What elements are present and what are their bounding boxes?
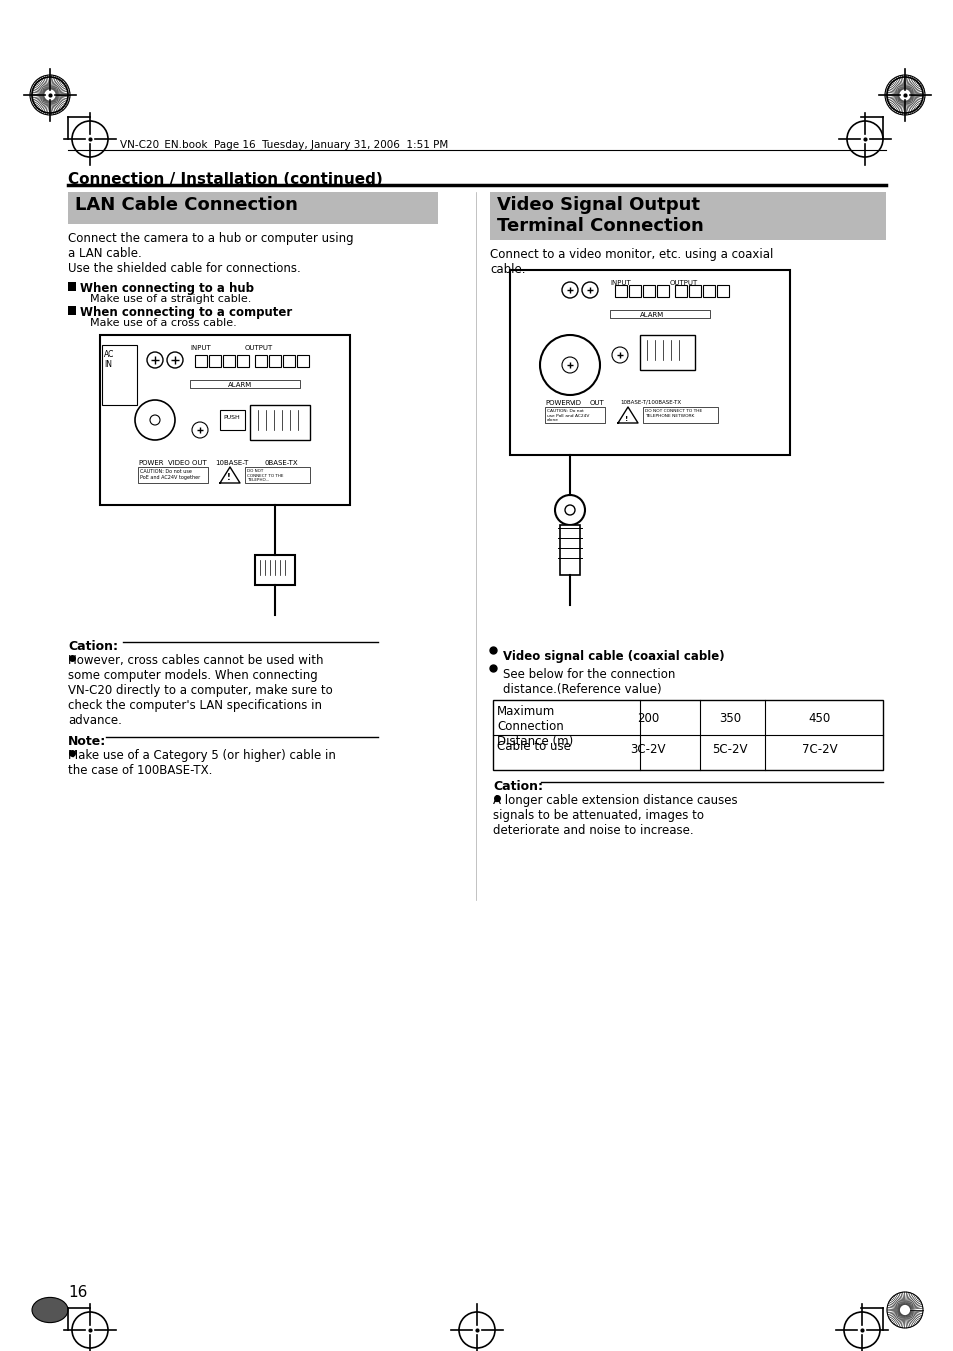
Text: LAN Cable Connection: LAN Cable Connection (75, 196, 297, 213)
Text: OUTPUT: OUTPUT (669, 280, 698, 286)
Text: 10BASE-T: 10BASE-T (214, 459, 248, 466)
Bar (490, 192, 885, 240)
Text: !: ! (624, 416, 628, 422)
Bar (544, 407, 604, 423)
Bar (100, 335, 350, 505)
Bar (269, 355, 281, 367)
Text: 350: 350 (719, 712, 740, 725)
Text: 5C-2V: 5C-2V (712, 743, 747, 757)
Text: 7C-2V: 7C-2V (801, 743, 837, 757)
Bar (250, 405, 310, 440)
Text: Note:: Note: (68, 735, 106, 748)
Text: Make use of a cross cable.: Make use of a cross cable. (90, 317, 236, 328)
Bar (615, 285, 626, 297)
Bar (102, 345, 137, 405)
Text: OUT: OUT (589, 400, 604, 407)
Text: Make use of a straight cable.: Make use of a straight cable. (90, 295, 251, 304)
Text: INPUT: INPUT (190, 345, 211, 351)
Ellipse shape (32, 1297, 68, 1323)
Bar (688, 285, 700, 297)
Text: Cation:: Cation: (68, 640, 118, 653)
Text: A longer cable extension distance causes
signals to be attenuated, images to
det: A longer cable extension distance causes… (493, 794, 737, 838)
Bar (254, 355, 267, 367)
Text: POWER: POWER (544, 400, 570, 407)
Text: INPUT: INPUT (609, 280, 630, 286)
Text: Maximum
Connection
Distance (m): Maximum Connection Distance (m) (497, 705, 573, 748)
Bar (642, 407, 718, 423)
Text: However, cross cables cannot be used with
some computer models. When connecting
: However, cross cables cannot be used wit… (68, 654, 333, 727)
Bar (220, 409, 245, 430)
Bar (138, 467, 208, 484)
Text: Video Signal Output
Terminal Connection: Video Signal Output Terminal Connection (497, 196, 703, 235)
Bar (236, 355, 249, 367)
Text: ALARM: ALARM (228, 382, 252, 388)
Bar (628, 285, 640, 297)
Bar (209, 355, 221, 367)
Text: Video signal cable (coaxial cable): Video signal cable (coaxial cable) (502, 650, 724, 663)
Text: PUSH: PUSH (223, 415, 239, 420)
Bar (223, 355, 234, 367)
Bar (254, 555, 294, 585)
Bar (510, 270, 789, 455)
Text: !: ! (227, 473, 231, 482)
Text: When connecting to a hub: When connecting to a hub (80, 282, 253, 295)
Text: Cation:: Cation: (493, 780, 542, 793)
Text: Connect to a video monitor, etc. using a coaxial
cable.: Connect to a video monitor, etc. using a… (490, 249, 773, 276)
Bar (190, 380, 299, 388)
Text: Connection / Installation (continued): Connection / Installation (continued) (68, 172, 382, 186)
Bar (68, 305, 76, 315)
Text: DO NOT CONNECT TO THE
TELEPHONE NETWORK: DO NOT CONNECT TO THE TELEPHONE NETWORK (644, 409, 701, 417)
Bar (493, 700, 882, 770)
Bar (283, 355, 294, 367)
Text: When connecting to a computer: When connecting to a computer (80, 305, 292, 319)
Text: AC
IN: AC IN (104, 350, 114, 369)
Bar (194, 355, 207, 367)
Bar (245, 467, 310, 484)
Text: POWER: POWER (138, 459, 163, 466)
Bar (717, 285, 728, 297)
Text: CAUTION: Do not use
PoE and AC24V together: CAUTION: Do not use PoE and AC24V togeth… (140, 469, 200, 480)
Text: 200: 200 (637, 712, 659, 725)
Bar (609, 309, 709, 317)
Text: See below for the connection
distance.(Reference value): See below for the connection distance.(R… (502, 667, 675, 696)
Bar (702, 285, 714, 297)
Bar (68, 192, 437, 224)
Text: Cable to use: Cable to use (497, 740, 570, 753)
Bar (559, 526, 579, 576)
Text: DO NOT
CONNECT TO THE
TELEPHO...: DO NOT CONNECT TO THE TELEPHO... (247, 469, 283, 482)
Bar (675, 285, 686, 297)
Text: 10BASE-T/100BASE-TX: 10BASE-T/100BASE-TX (619, 400, 680, 405)
Text: Connect the camera to a hub or computer using
a LAN cable.
Use the shielded cabl: Connect the camera to a hub or computer … (68, 232, 354, 276)
Bar (639, 335, 695, 370)
Bar (296, 355, 309, 367)
Text: 16: 16 (68, 1285, 88, 1300)
Bar (642, 285, 655, 297)
Text: 450: 450 (808, 712, 830, 725)
Text: 3C-2V: 3C-2V (630, 743, 665, 757)
Text: Make use of a Category 5 (or higher) cable in
the case of 100BASE-TX.: Make use of a Category 5 (or higher) cab… (68, 748, 335, 777)
Text: VID: VID (569, 400, 581, 407)
Text: 0BASE-TX: 0BASE-TX (265, 459, 298, 466)
Bar (68, 282, 76, 290)
Text: VN-C20_EN.book  Page 16  Tuesday, January 31, 2006  1:51 PM: VN-C20_EN.book Page 16 Tuesday, January … (120, 139, 448, 150)
Bar (657, 285, 668, 297)
Text: CAUTION: Do not
use PoE and AC24V
alone: CAUTION: Do not use PoE and AC24V alone (546, 409, 589, 423)
Text: ALARM: ALARM (639, 312, 663, 317)
Text: VIDEO OUT: VIDEO OUT (168, 459, 207, 466)
Text: OUTPUT: OUTPUT (245, 345, 273, 351)
